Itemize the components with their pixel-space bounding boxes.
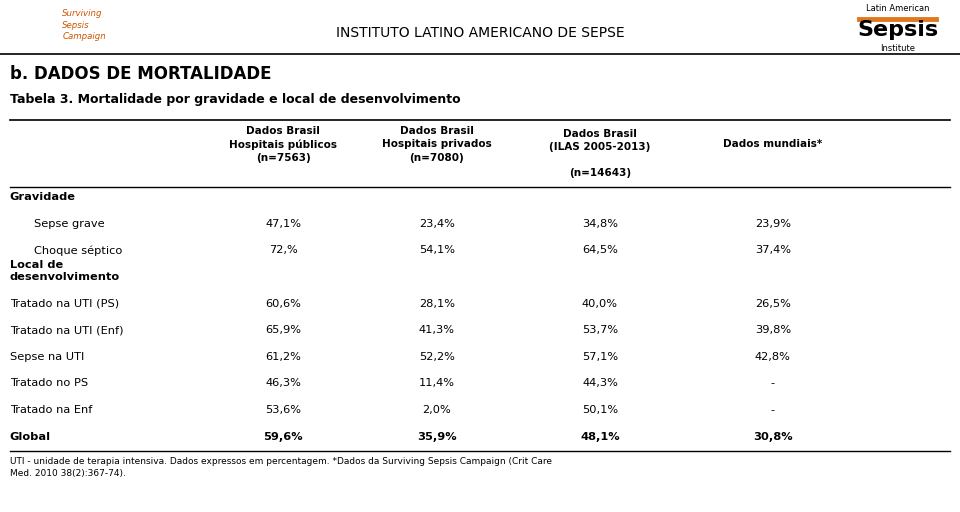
Text: 42,8%: 42,8% (755, 352, 791, 362)
Text: 37,4%: 37,4% (755, 245, 791, 255)
Text: 39,8%: 39,8% (755, 325, 791, 335)
Text: Tabela 3. Mortalidade por gravidade e local de desenvolvimento: Tabela 3. Mortalidade por gravidade e lo… (10, 93, 460, 106)
Text: 47,1%: 47,1% (265, 219, 301, 229)
Text: 44,3%: 44,3% (582, 378, 618, 389)
Text: 57,1%: 57,1% (582, 352, 618, 362)
Text: 52,2%: 52,2% (419, 352, 455, 362)
Text: Institute: Institute (880, 44, 915, 53)
Text: 30,8%: 30,8% (753, 432, 793, 442)
Text: Dados mundiais*: Dados mundiais* (723, 139, 823, 150)
Text: Tratado na UTI (PS): Tratado na UTI (PS) (10, 298, 119, 309)
Text: 41,3%: 41,3% (419, 325, 455, 335)
Text: 60,6%: 60,6% (265, 298, 301, 309)
Text: UTI - unidade de terapia intensiva. Dados expressos em percentagem. *Dados da Su: UTI - unidade de terapia intensiva. Dado… (10, 457, 552, 478)
Text: Local de
desenvolvimento: Local de desenvolvimento (10, 260, 120, 282)
Text: Dados Brasil
Hospitais públicos
(n=7563): Dados Brasil Hospitais públicos (n=7563) (229, 126, 337, 163)
Text: -: - (771, 405, 775, 415)
Text: Surviving
Sepsis
Campaign: Surviving Sepsis Campaign (62, 9, 107, 41)
Text: Tratado na Enf: Tratado na Enf (10, 405, 92, 415)
Text: Sepsis: Sepsis (857, 20, 938, 40)
Text: Global: Global (10, 432, 51, 442)
Text: 53,6%: 53,6% (265, 405, 301, 415)
Text: 65,9%: 65,9% (265, 325, 301, 335)
Text: 28,1%: 28,1% (419, 298, 455, 309)
Text: Sepse na UTI: Sepse na UTI (10, 352, 84, 362)
Text: Dados Brasil
Hospitais privados
(n=7080): Dados Brasil Hospitais privados (n=7080) (382, 126, 492, 163)
Text: INSTITUTO LATINO AMERICANO DE SEPSE: INSTITUTO LATINO AMERICANO DE SEPSE (336, 26, 624, 40)
Text: 34,8%: 34,8% (582, 219, 618, 229)
Text: 11,4%: 11,4% (419, 378, 455, 389)
Text: 59,6%: 59,6% (263, 432, 303, 442)
Text: 23,9%: 23,9% (755, 219, 791, 229)
Text: Latin American: Latin American (866, 4, 929, 13)
Text: Tratado no PS: Tratado no PS (10, 378, 87, 389)
Text: Tratado na UTI (Enf): Tratado na UTI (Enf) (10, 325, 123, 335)
Text: b. DADOS DE MORTALIDADE: b. DADOS DE MORTALIDADE (10, 65, 271, 83)
Text: 26,5%: 26,5% (755, 298, 791, 309)
Text: Gravidade: Gravidade (10, 192, 76, 202)
Text: 2,0%: 2,0% (422, 405, 451, 415)
Text: -: - (771, 378, 775, 389)
Text: Choque séptico: Choque séptico (34, 245, 122, 255)
Text: 50,1%: 50,1% (582, 405, 618, 415)
Text: Dados Brasil
(ILAS 2005-2013)

(n=14643): Dados Brasil (ILAS 2005-2013) (n=14643) (549, 129, 651, 178)
Text: Sepse grave: Sepse grave (34, 219, 105, 229)
Text: 46,3%: 46,3% (265, 378, 301, 389)
Text: 54,1%: 54,1% (419, 245, 455, 255)
Text: 23,4%: 23,4% (419, 219, 455, 229)
Text: 61,2%: 61,2% (265, 352, 301, 362)
Text: 53,7%: 53,7% (582, 325, 618, 335)
Text: 40,0%: 40,0% (582, 298, 618, 309)
Text: 72,%: 72,% (269, 245, 298, 255)
Text: 48,1%: 48,1% (580, 432, 620, 442)
Text: 64,5%: 64,5% (582, 245, 618, 255)
Text: 35,9%: 35,9% (417, 432, 457, 442)
